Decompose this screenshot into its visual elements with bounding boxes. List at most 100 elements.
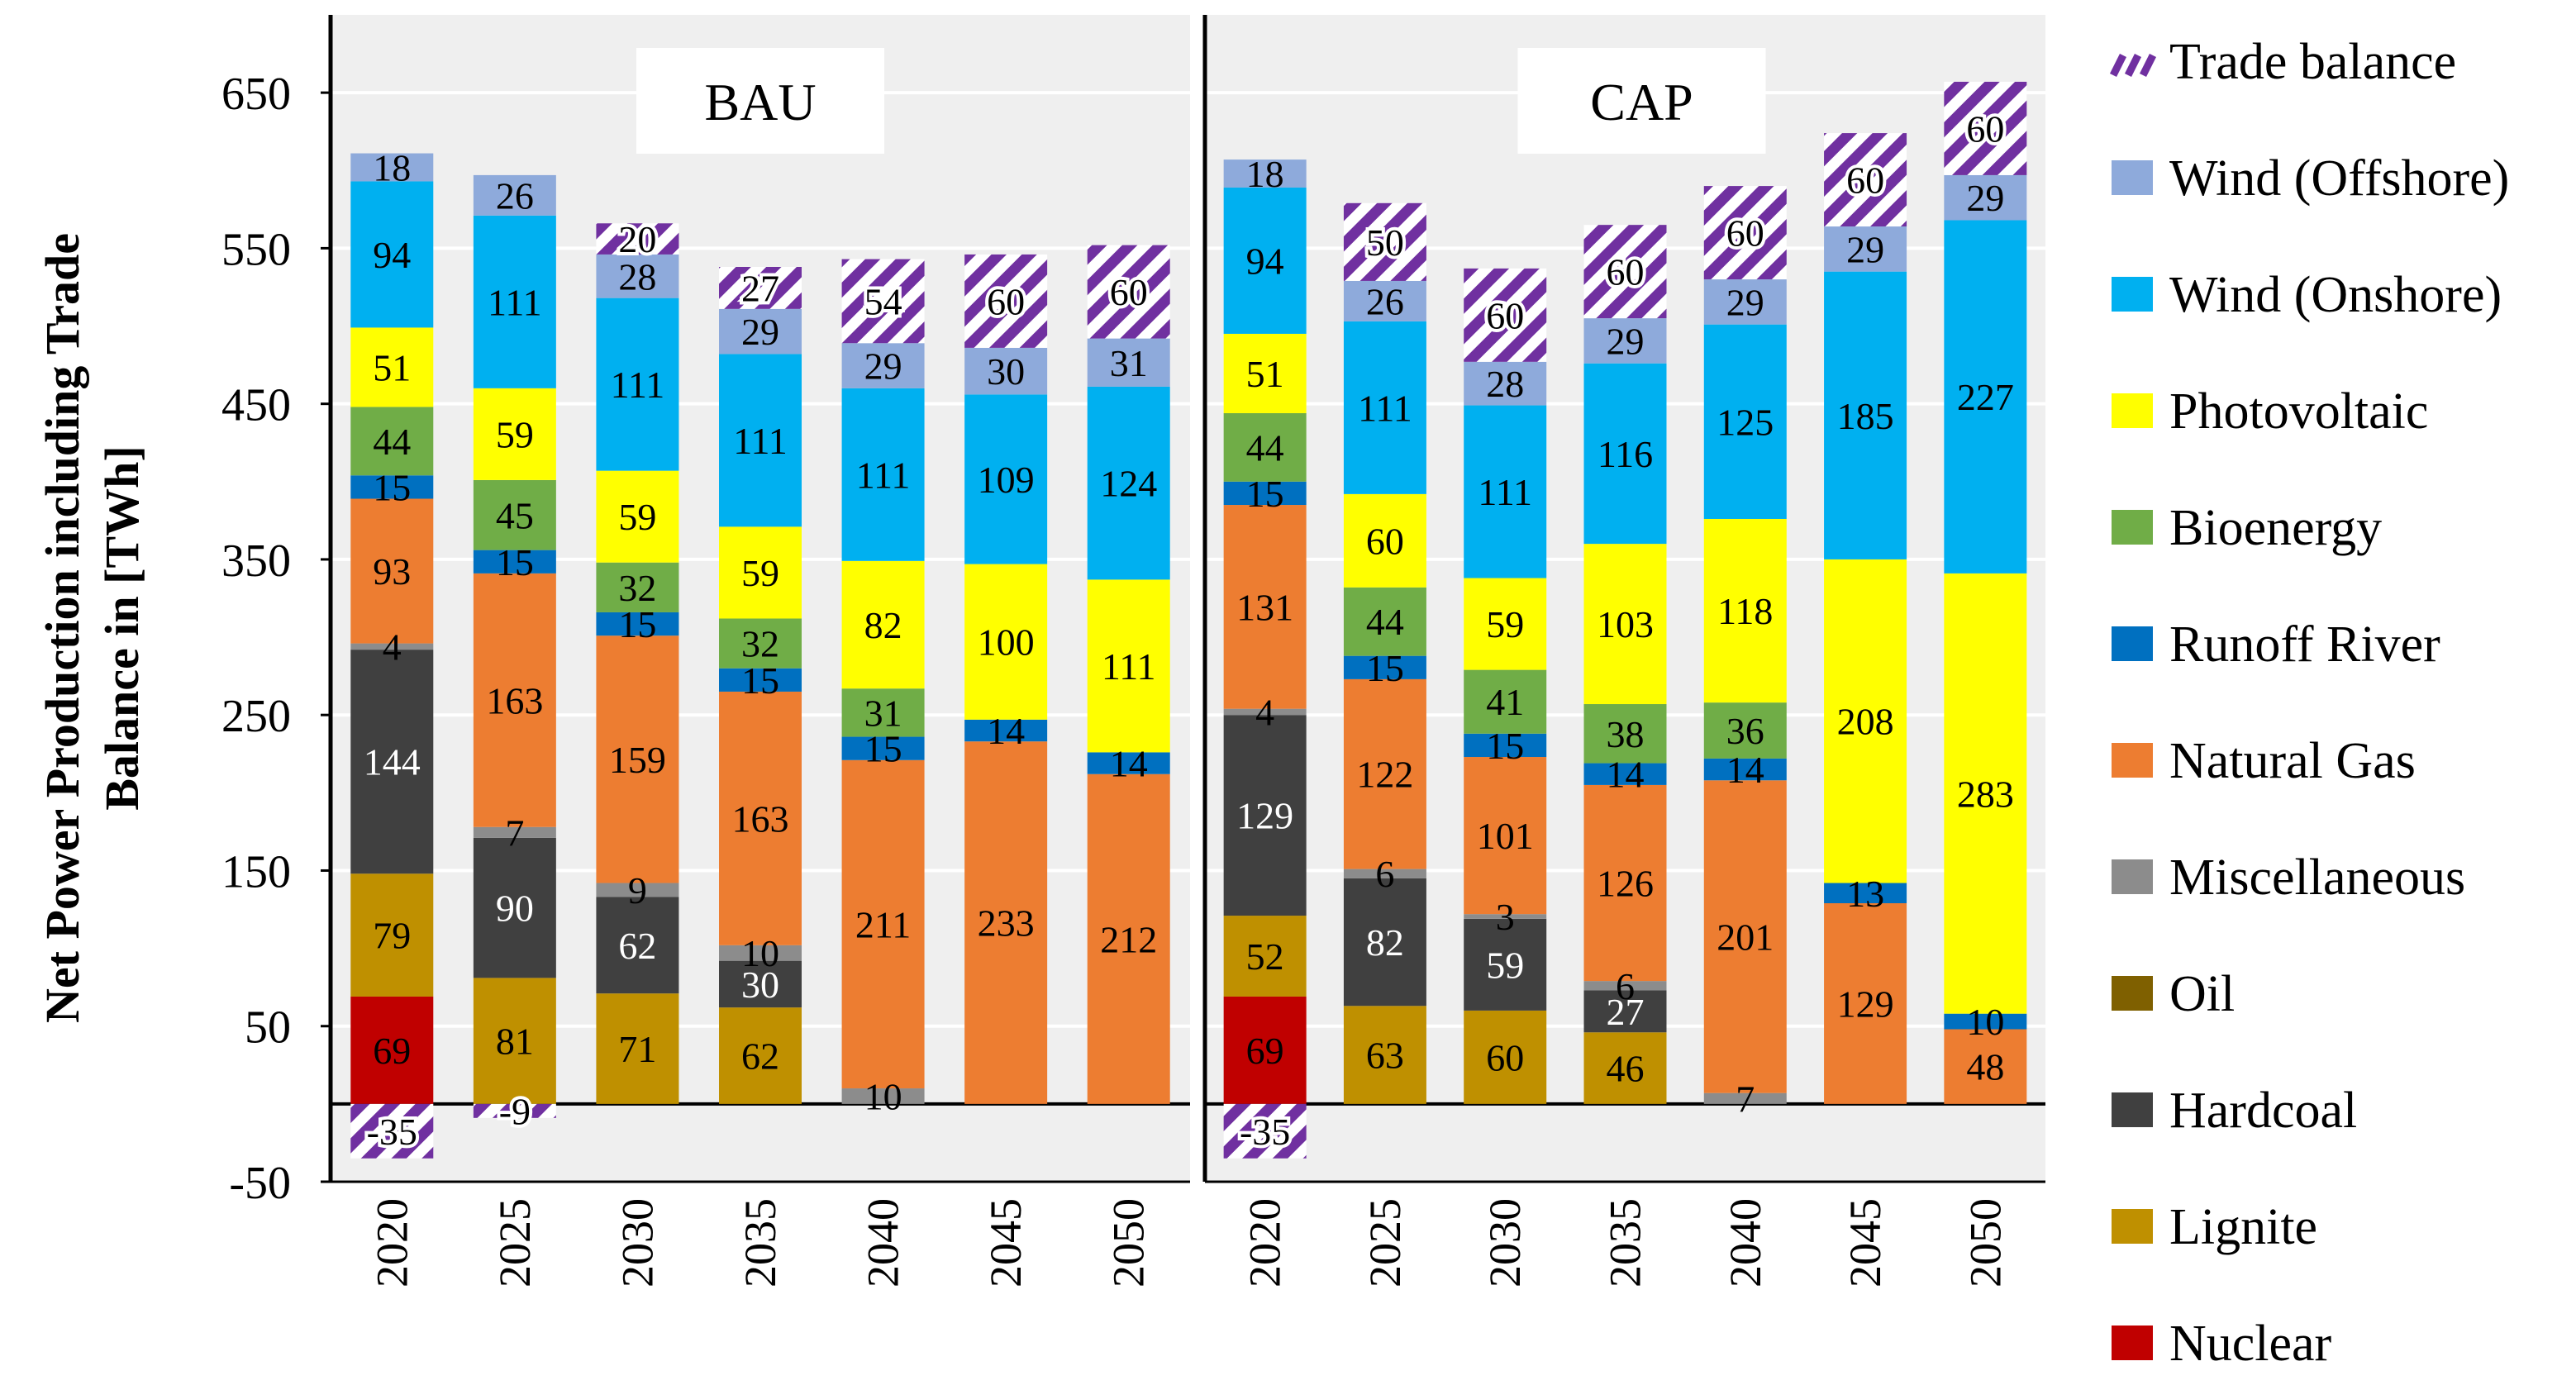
bar-segment-trade-balance-bau-2020	[350, 1103, 434, 1159]
year-label-bau-2025: 2025	[490, 1198, 540, 1287]
y-tick-label-650: 650	[221, 69, 291, 120]
bar-segment-miscellaneous-cap-2025	[1343, 869, 1426, 878]
value-label-runoff-river-cap-2050: 10	[1966, 1001, 2004, 1043]
value-label-miscellaneous-bau-2025: 7	[505, 811, 524, 854]
value-label-photovoltaic-cap-2045: 208	[1837, 701, 1894, 743]
bar-segment-photovoltaic-cap-2035	[1583, 544, 1667, 705]
bar-segment-hardcoal-cap-2020	[1223, 715, 1307, 916]
bar-segment-natural-gas-cap-2030	[1464, 757, 1547, 915]
bar-segment-miscellaneous-cap-2030	[1464, 914, 1547, 919]
year-label-cap-2040: 2040	[1721, 1198, 1770, 1287]
bar-segment-runoff-river-bau-2025	[473, 550, 556, 574]
bar-segment-bioenergy-bau-2035	[719, 618, 802, 669]
bar-segment-runoff-river-cap-2020	[1223, 481, 1307, 506]
bar-segment-bioenergy-cap-2020	[1223, 412, 1307, 482]
value-label-photovoltaic-cap-2030: 59	[1486, 603, 1524, 645]
value-label-natural-gas-cap-2035: 126	[1597, 863, 1654, 905]
legend-label-hardcoal: Hardcoal	[2169, 1083, 2357, 1139]
panel-title-box-bau: BAU	[636, 48, 884, 154]
value-label-runoff-river-bau-2030: 15	[618, 603, 656, 645]
bar-segment-miscellaneous-bau-2035	[719, 945, 802, 961]
value-label-photovoltaic-cap-2040: 118	[1717, 590, 1773, 632]
legend-item-trade-balance: Trade balance	[2109, 34, 2456, 90]
bar-segment-trade-balance-cap-2030	[1464, 268, 1547, 362]
bar-segment-natural-gas-bau-2035	[719, 691, 802, 945]
bar-segment-lignite-bau-2035	[719, 1007, 802, 1104]
bar-segment-natural-gas-cap-2025	[1343, 678, 1426, 869]
legend-label-oil: Oil	[2169, 966, 2235, 1022]
value-label-wind-offshore-bau-2045: 30	[987, 350, 1025, 393]
year-label-bau-2050: 2050	[1104, 1198, 1154, 1287]
value-label-lignite-bau-2035: 62	[741, 1035, 779, 1078]
bar-segment-trade-balance-cap-2040	[1703, 186, 1787, 280]
value-label-wind-onshore-bau-2020: 94	[373, 234, 411, 276]
value-label-bioenergy-bau-2020: 44	[373, 421, 411, 463]
bar-segment-runoff-river-bau-2045	[964, 719, 1048, 742]
bar-segment-photovoltaic-cap-2025	[1343, 493, 1426, 588]
year-label-cap-2025: 2025	[1360, 1198, 1410, 1287]
value-label-nuclear-bau-2020: 69	[373, 1030, 411, 1072]
value-label-wind-onshore-bau-2050: 124	[1100, 463, 1157, 505]
legend-label-natural-gas: Natural Gas	[2169, 733, 2416, 789]
panel-title-box-cap: CAP	[1517, 48, 1766, 154]
bar-segment-wind-offshore-cap-2045	[1824, 226, 1907, 272]
bar-segment-photovoltaic-cap-2045	[1824, 559, 1907, 883]
value-label-trade-balance-cap-2045: 60	[1846, 159, 1884, 202]
bar-segment-wind-onshore-cap-2020	[1223, 187, 1307, 334]
bar-segment-photovoltaic-cap-2050	[1944, 573, 2027, 1014]
value-label-runoff-river-cap-2020: 15	[1246, 473, 1284, 515]
bar-segment-photovoltaic-bau-2050	[1087, 579, 1170, 753]
value-label-runoff-river-cap-2035: 14	[1607, 754, 1645, 796]
panel-title-cap: CAP	[1590, 73, 1693, 131]
value-label-natural-gas-cap-2025: 122	[1356, 754, 1413, 796]
bar-segment-trade-balance-bau-2035	[719, 266, 802, 309]
legend-label-wind-offshore: Wind (Offshore)	[2169, 150, 2509, 207]
bar-segment-lignite-bau-2030	[596, 993, 679, 1104]
value-label-trade-balance-bau-2050: 60	[1110, 271, 1148, 313]
bar-segment-trade-balance-bau-2045	[964, 254, 1048, 348]
value-label-runoff-river-bau-2040: 15	[864, 728, 902, 770]
value-label-miscellaneous-bau-2040: 10	[864, 1075, 902, 1117]
legend-item-bioenergy: Bioenergy	[2112, 500, 2382, 556]
value-label-runoff-river-cap-2045: 13	[1846, 873, 1884, 915]
value-label-lignite-bau-2020: 79	[373, 915, 411, 957]
value-label-hardcoal-bau-2030: 62	[618, 925, 656, 967]
value-label-hardcoal-cap-2030: 59	[1486, 944, 1524, 986]
legend-swatch-dash	[2109, 53, 2127, 78]
value-label-wind-onshore-cap-2040: 125	[1717, 401, 1774, 443]
bar-segment-natural-gas-bau-2030	[596, 635, 679, 883]
bar-segment-wind-onshore-cap-2035	[1583, 363, 1667, 545]
value-label-bioenergy-bau-2025: 45	[496, 494, 534, 536]
bar-segment-photovoltaic-bau-2025	[473, 388, 556, 480]
legend-label-nuclear: Nuclear	[2169, 1316, 2332, 1372]
bar-segment-miscellaneous-cap-2020	[1223, 708, 1307, 716]
bar-segment-miscellaneous-cap-2035	[1583, 981, 1667, 991]
value-label-wind-offshore-cap-2050: 29	[1966, 177, 2004, 219]
value-label-wind-onshore-cap-2025: 111	[1358, 387, 1412, 429]
bar-segment-runoff-river-cap-2025	[1343, 655, 1426, 679]
bar-segment-bioenergy-bau-2025	[473, 479, 556, 550]
value-label-miscellaneous-cap-2035: 6	[1616, 965, 1635, 1007]
legend-item-photovoltaic: Photovoltaic	[2112, 383, 2428, 440]
legend-label-miscellaneous: Miscellaneous	[2169, 850, 2465, 906]
bar-segment-trade-balance-cap-2050	[1944, 81, 2027, 175]
year-label-bau-2035: 2035	[736, 1198, 785, 1287]
panel-title-background	[636, 48, 884, 154]
bar-segment-wind-onshore-cap-2030	[1464, 405, 1547, 578]
legend-item-nuclear: Nuclear	[2112, 1316, 2332, 1372]
value-label-bioenergy-cap-2035: 38	[1607, 713, 1645, 755]
value-label-natural-gas-bau-2050: 212	[1100, 918, 1157, 960]
panel-bau: 69791444931544519418-3520208190716315455…	[328, 15, 1190, 1287]
value-label-wind-offshore-bau-2040: 29	[864, 345, 902, 388]
bar-segment-photovoltaic-bau-2030	[596, 470, 679, 563]
value-label-photovoltaic-bau-2025: 59	[496, 413, 534, 455]
bar-segment-runoff-river-cap-2040	[1703, 758, 1787, 781]
bar-segment-natural-gas-cap-2050	[1944, 1029, 2027, 1104]
bar-segment-lignite-cap-2030	[1464, 1010, 1547, 1104]
value-label-trade-balance-bau-2025: -9	[499, 1090, 531, 1132]
panel-title-background	[1517, 48, 1766, 154]
value-label-wind-offshore-cap-2035: 29	[1607, 320, 1645, 362]
value-label-natural-gas-bau-2030: 159	[609, 739, 666, 781]
legend-item-wind-onshore: Wind (Onshore)	[2112, 267, 2502, 323]
value-label-natural-gas-bau-2045: 233	[978, 902, 1035, 945]
